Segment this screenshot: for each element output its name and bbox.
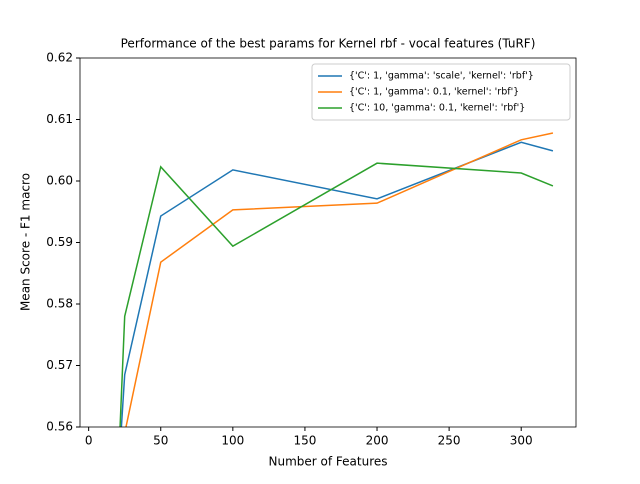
- x-tick-label: 0: [85, 434, 93, 448]
- axes-frame: [79, 57, 577, 428]
- line-series: [120, 141, 554, 427]
- x-axis-label: Number of Features: [269, 455, 388, 469]
- x-tick-label: 250: [438, 434, 461, 448]
- x-tick-label: 150: [293, 434, 316, 448]
- y-tick-label: 0.62: [46, 51, 73, 65]
- legend-label: {'C': 1, 'gamma': 0.1, 'kernel': 'rbf'}: [349, 87, 519, 98]
- legend-label: {'C': 1, 'gamma': 'scale', 'kernel': 'rb…: [349, 71, 534, 82]
- plot-area: [119, 132, 554, 427]
- legend-box: [311, 63, 571, 121]
- y-tick-label: 0.58: [46, 297, 73, 311]
- legend-label: {'C': 10, 'gamma': 0.1, 'kernel': 'rbf'}: [349, 103, 525, 114]
- y-tick-label: 0.60: [46, 174, 73, 188]
- y-axis-label: Mean Score - F1 macro: [19, 173, 33, 311]
- line-series: [119, 162, 554, 427]
- y-tick-label: 0.61: [46, 112, 73, 126]
- x-tick-label: 300: [510, 434, 533, 448]
- line-series: [125, 132, 554, 427]
- y-tick-label: 0.59: [46, 235, 73, 249]
- x-tick-label: 50: [153, 434, 168, 448]
- x-tick-label: 100: [221, 434, 244, 448]
- x-tick-label: 200: [366, 434, 389, 448]
- y-tick-label: 0.57: [46, 358, 73, 372]
- chart-title: Performance of the best params for Kerne…: [121, 37, 536, 51]
- y-tick-label: 0.56: [46, 420, 73, 434]
